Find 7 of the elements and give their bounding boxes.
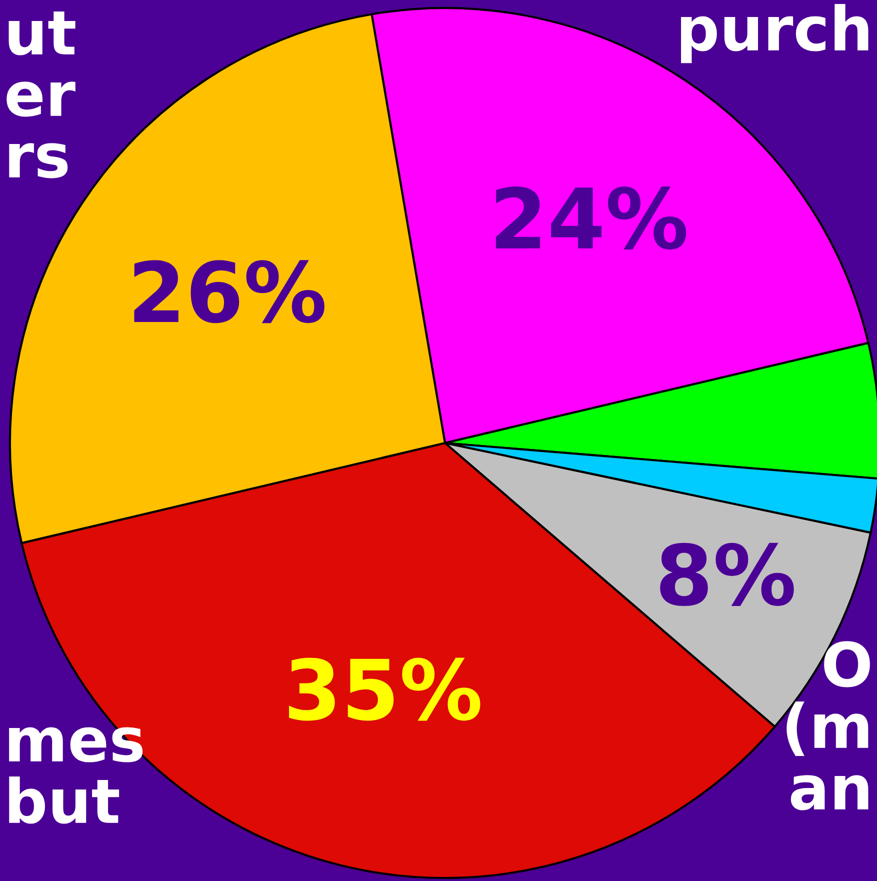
data-label: 35%: [289, 658, 480, 721]
text: purch: [681, 4, 868, 64]
text: O (m an: [786, 641, 870, 810]
data-label: 8%: [660, 542, 794, 606]
data-label: 26%: [134, 260, 324, 324]
data-label: 24%: [496, 186, 686, 250]
text: ut er rs: [6, 12, 76, 178]
